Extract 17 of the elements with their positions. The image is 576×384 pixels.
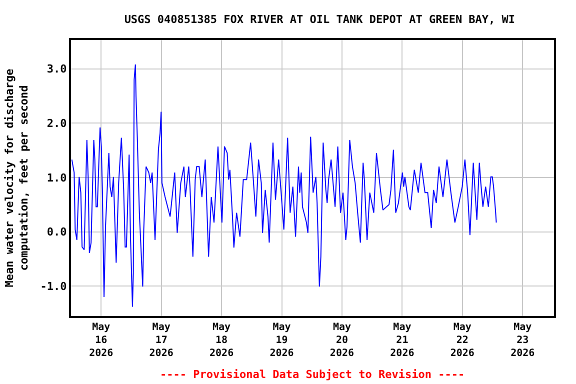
- x-tick-label: May 23 2026: [510, 322, 535, 359]
- y-tick-label: 2.0: [46, 116, 67, 130]
- line-series: [71, 64, 497, 308]
- x-tick-label: May 18 2026: [210, 322, 234, 359]
- y-axis-title: Mean water velocity for discharge computation, feet per second: [3, 68, 30, 288]
- y-tick-label: -1.0: [40, 280, 67, 293]
- x-tick-label: May 22 2026: [450, 322, 474, 359]
- y-tick-label: 0.0: [46, 226, 67, 239]
- x-tick-label: May 17 2026: [149, 322, 174, 359]
- x-tick-label: May 20 2026: [330, 322, 354, 359]
- text: ---- Provisional Data Subject to Revision ----: [160, 368, 465, 381]
- x-tick-label: May 16 2026: [89, 322, 114, 359]
- x-tick-label: May 19 2026: [270, 322, 294, 359]
- x-tick-label: May 21 2026: [390, 322, 414, 359]
- y-tick-label: 1.0: [46, 171, 67, 184]
- y-tick-label: 3.0: [46, 62, 67, 76]
- chart-title: USGS 040851385 FOX RIVER AT OIL TANK DEPOT AT GREEN BAY, WI: [124, 13, 516, 26]
